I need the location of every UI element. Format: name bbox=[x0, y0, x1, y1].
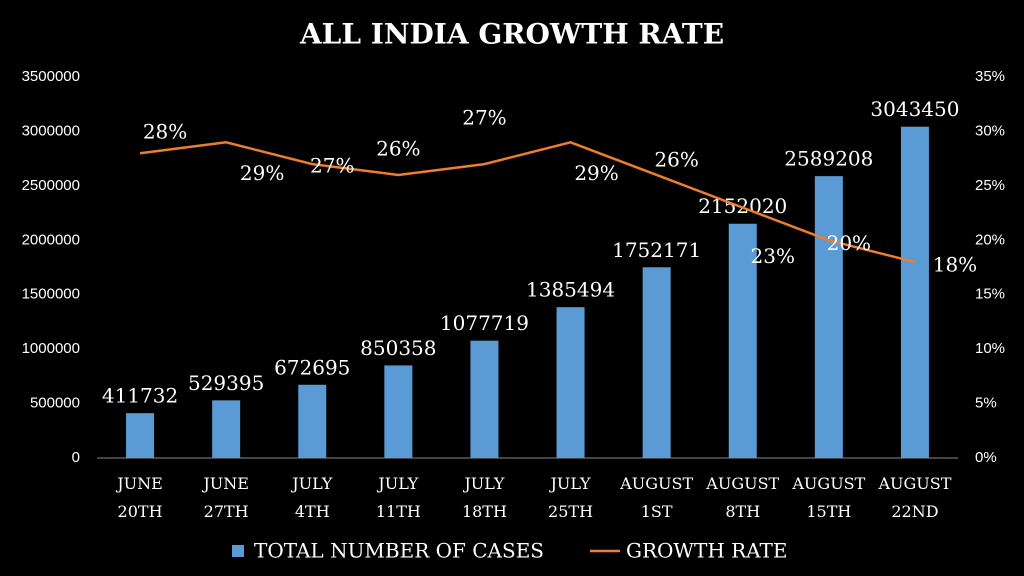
x-tick-text: JUNE 27TH bbox=[203, 474, 249, 521]
x-tick-text: JULY 25TH bbox=[548, 474, 594, 521]
y2-tick-label: 5% bbox=[975, 395, 997, 412]
bar-value-label: 2152020 bbox=[698, 194, 787, 218]
bar bbox=[212, 400, 241, 458]
bar-value-label: 3043450 bbox=[870, 97, 959, 121]
bar bbox=[814, 176, 843, 458]
bar-value-label: 672695 bbox=[274, 355, 350, 379]
y-tick-label: 3000000 bbox=[22, 122, 80, 139]
bar-value-label: 1752171 bbox=[612, 238, 701, 262]
line-value-label: 20% bbox=[827, 231, 871, 255]
x-tick-text: JULY 11TH bbox=[375, 474, 421, 521]
x-tick-label: JUNE 27TH bbox=[183, 470, 269, 526]
x-tick-label: JULY 25TH bbox=[528, 470, 614, 526]
line-value-label: 28% bbox=[143, 120, 187, 144]
line-value-label: 26% bbox=[376, 136, 420, 160]
y2-tick-label: 10% bbox=[975, 340, 1005, 357]
x-tick-text: AUGUST 22ND bbox=[878, 474, 952, 521]
line-value-label: 29% bbox=[240, 161, 284, 185]
y2-tick-label: 15% bbox=[975, 286, 1005, 303]
y2-tick-label: 25% bbox=[975, 177, 1005, 194]
bar bbox=[900, 126, 929, 458]
x-tick-label: AUGUST 8TH bbox=[700, 470, 786, 526]
y2-tick-label: 35% bbox=[975, 68, 1005, 85]
x-tick-text: JUNE 20TH bbox=[117, 474, 163, 521]
y2-tick-label: 0% bbox=[975, 449, 997, 466]
bar-value-label: 1385494 bbox=[526, 278, 615, 302]
line-value-label: 27% bbox=[310, 154, 354, 178]
x-tick-label: AUGUST 1ST bbox=[614, 470, 700, 526]
legend-label: GROWTH RATE bbox=[626, 539, 787, 563]
bar-value-label: 850358 bbox=[360, 336, 436, 360]
line-value-label: 23% bbox=[751, 244, 795, 268]
x-tick-label: AUGUST 15TH bbox=[786, 470, 872, 526]
line-value-label: 29% bbox=[574, 161, 618, 185]
bar bbox=[728, 223, 757, 458]
y-tick-label: 500000 bbox=[30, 395, 80, 412]
bar-value-label: 411732 bbox=[102, 384, 178, 408]
x-tick-text: AUGUST 8TH bbox=[706, 474, 780, 521]
y2-tick-label: 30% bbox=[975, 122, 1005, 139]
legend-swatch bbox=[232, 545, 244, 557]
y-tick-label: 0 bbox=[72, 449, 80, 466]
line-value-label: 18% bbox=[933, 253, 977, 277]
bar-value-label: 529395 bbox=[188, 371, 264, 395]
bar bbox=[470, 340, 499, 458]
chart-title: ALL INDIA GROWTH RATE bbox=[299, 18, 724, 51]
x-tick-text: AUGUST 15TH bbox=[792, 474, 866, 521]
y2-tick-label: 20% bbox=[975, 231, 1005, 248]
x-tick-label: JUNE 20TH bbox=[97, 470, 183, 526]
y-tick-label: 2500000 bbox=[22, 177, 80, 194]
bar-value-label: 1077719 bbox=[440, 311, 529, 335]
x-tick-label: JULY 4TH bbox=[269, 470, 355, 526]
y-tick-label: 1500000 bbox=[22, 286, 80, 303]
x-tick-label: JULY 18TH bbox=[441, 470, 527, 526]
line-value-label: 27% bbox=[462, 106, 506, 130]
x-tick-label: JULY 11TH bbox=[355, 470, 441, 526]
line-value-label: 26% bbox=[654, 147, 698, 171]
y-tick-label: 1000000 bbox=[22, 340, 80, 357]
legend-label: TOTAL NUMBER OF CASES bbox=[254, 539, 544, 563]
y-tick-label: 2000000 bbox=[22, 231, 80, 248]
bar bbox=[642, 267, 671, 458]
x-tick-label: AUGUST 22ND bbox=[872, 470, 958, 526]
x-tick-text: JULY 4TH bbox=[292, 474, 333, 521]
line bbox=[139, 141, 916, 264]
x-tick-text: AUGUST 1ST bbox=[620, 474, 694, 521]
bar bbox=[384, 365, 413, 458]
bar bbox=[298, 384, 327, 458]
x-tick-text: JULY 18TH bbox=[461, 474, 507, 521]
bar-value-label: 2589208 bbox=[784, 147, 873, 171]
bar bbox=[126, 413, 155, 458]
bar bbox=[556, 307, 585, 458]
y-tick-label: 3500000 bbox=[22, 68, 80, 85]
